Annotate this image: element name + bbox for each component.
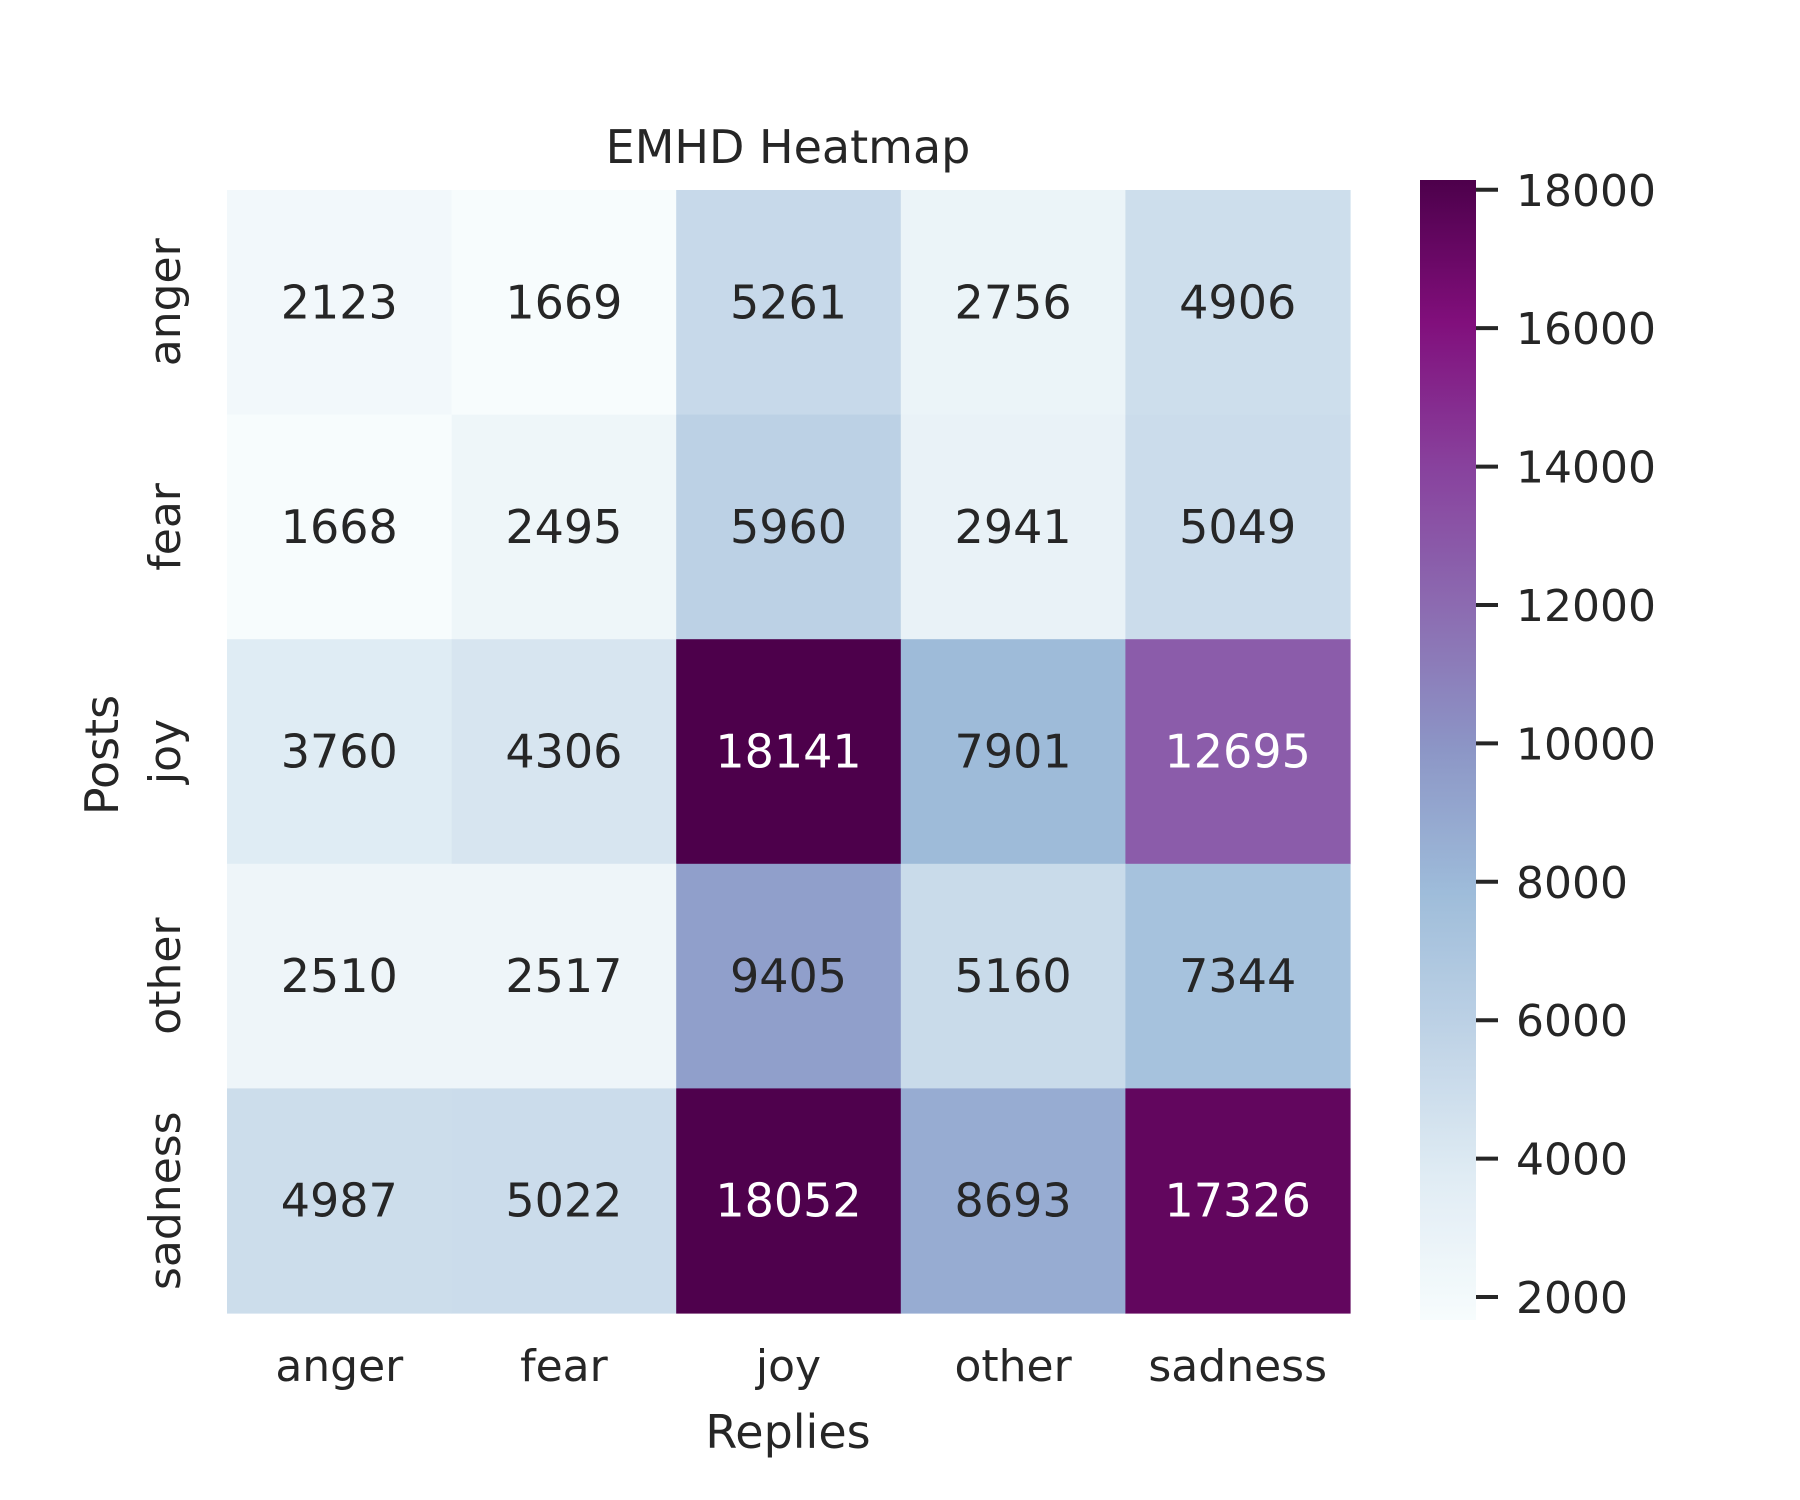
cell-value-label: 4306 (505, 725, 622, 779)
chart-title: EMHD Heatmap (606, 120, 971, 174)
x-tick-label-sadness: sadness (1148, 1341, 1327, 1392)
colorbar-ticks: 2000 4000 6000 8000 10000 12000 14000 16000 1800… (1476, 166, 1656, 1324)
heatmap-cell-anger-sadness (1125, 190, 1351, 416)
colorbar-tick-label: 16000 (1516, 304, 1656, 355)
heatmap-cell-joy-other (900, 639, 1126, 865)
y-tick-label-sadness: sadness (140, 1111, 191, 1290)
cell-value-label: 7344 (1179, 949, 1296, 1003)
cell-value-label: 5049 (1179, 500, 1296, 554)
heatmap-cell-fear-fear (451, 414, 677, 640)
cell-value-label: 5160 (955, 949, 1072, 1003)
colorbar-tick-label: 2000 (1516, 1273, 1628, 1324)
x-tick-label-other: other (954, 1341, 1072, 1392)
y-tick-label-joy: joy (140, 719, 191, 785)
x-tick-labels: anger fear joy other sadness (275, 1341, 1327, 1392)
cell-value-label: 9405 (730, 949, 847, 1003)
heatmap-cell-sadness-joy (676, 1088, 902, 1314)
cell-value-label: 4906 (1179, 275, 1296, 329)
cell-value-label: 1668 (281, 500, 398, 554)
colorbar-tick-label: 12000 (1516, 581, 1656, 632)
heatmap-cell-sadness-anger (227, 1088, 453, 1314)
heatmap-cell-other-other (900, 863, 1126, 1089)
heatmap-cell-joy-sadness (1125, 639, 1351, 865)
cell-value-label: 12695 (1165, 725, 1311, 779)
cell-value-label: 2123 (281, 275, 398, 329)
heatmap-cell-sadness-fear (451, 1088, 677, 1314)
cell-value-label: 2941 (955, 500, 1072, 554)
heatmap-cell-other-sadness (1125, 863, 1351, 1089)
colorbar-tick-label: 6000 (1516, 996, 1628, 1047)
heatmap-cell-fear-joy (676, 414, 902, 640)
cell-value-label: 5261 (730, 275, 847, 329)
cell-value-label: 5022 (505, 1174, 622, 1228)
cell-value-label: 17326 (1165, 1174, 1311, 1228)
cell-value-label: 18141 (715, 725, 861, 779)
x-tick-label-joy: joy (755, 1341, 821, 1392)
colorbar-tick-label: 18000 (1516, 166, 1656, 217)
heatmap-cell-other-fear (451, 863, 677, 1089)
heatmap-cell-anger-fear (451, 190, 677, 416)
colorbar-tick-label: 4000 (1516, 1135, 1628, 1186)
heatmap-cell-fear-other (900, 414, 1126, 640)
cell-value-label: 2510 (281, 949, 398, 1003)
y-tick-label-other: other (140, 917, 191, 1035)
cell-value-label: 8693 (955, 1174, 1072, 1228)
heatmap-cell-anger-anger (227, 190, 453, 416)
cell-value-label: 4987 (281, 1174, 398, 1228)
heatmap-cell-joy-joy (676, 639, 902, 865)
heatmap-cell-fear-anger (227, 414, 453, 640)
y-tick-label-fear: fear (140, 482, 191, 571)
cell-value-label: 5960 (730, 500, 847, 554)
heatmap-cells: 2123 1669 5261 2756 4906 1668 2495 5960 2941 5049… (227, 190, 1351, 1314)
y-tick-labels: anger fear joy other sadness (140, 237, 191, 1290)
heatmap-cell-joy-fear (451, 639, 677, 865)
cell-value-label: 2495 (505, 500, 622, 554)
y-axis-label: Posts (75, 695, 129, 815)
colorbar-tick-label: 10000 (1516, 719, 1656, 770)
heatmap-cell-sadness-other (900, 1088, 1126, 1314)
x-tick-label-fear: fear (520, 1341, 609, 1392)
heatmap-cell-sadness-sadness (1125, 1088, 1351, 1314)
x-tick-label-anger: anger (275, 1341, 404, 1392)
heatmap-cell-anger-other (900, 190, 1126, 416)
colorbar-tick-label: 14000 (1516, 443, 1656, 494)
colorbar-tick-label: 8000 (1516, 858, 1628, 909)
cell-value-label: 18052 (715, 1174, 861, 1228)
cell-value-label: 3760 (281, 725, 398, 779)
y-tick-label-anger: anger (140, 237, 191, 366)
cell-value-label: 2517 (505, 949, 622, 1003)
heatmap-cell-fear-sadness (1125, 414, 1351, 640)
colorbar (1420, 180, 1476, 1320)
cell-value-label: 2756 (955, 275, 1072, 329)
cell-value-label: 1669 (505, 275, 622, 329)
cell-value-label: 7901 (955, 725, 1072, 779)
x-axis-label: Replies (705, 1405, 870, 1459)
heatmap-cell-anger-joy (676, 190, 902, 416)
heatmap-cell-joy-anger (227, 639, 453, 865)
heatmap-cell-other-anger (227, 863, 453, 1089)
heatmap-cell-other-joy (676, 863, 902, 1089)
